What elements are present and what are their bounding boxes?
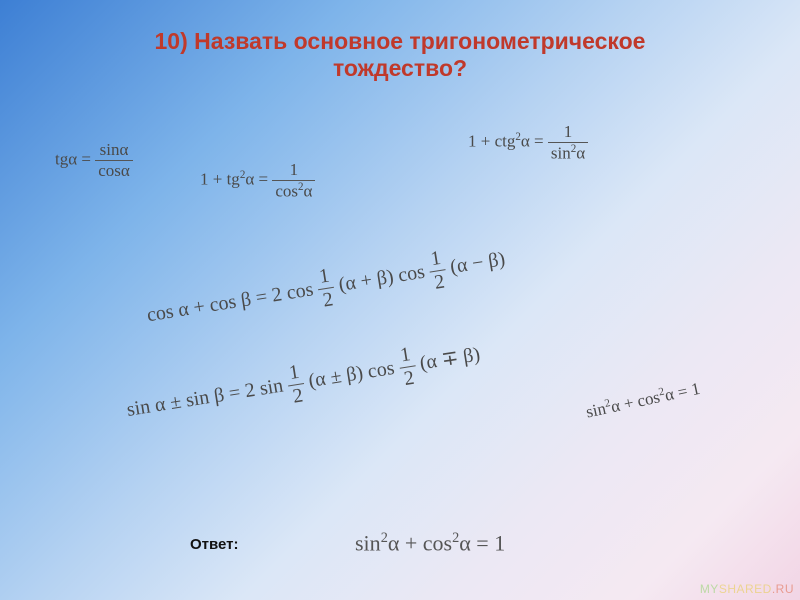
f4-h2n: 1 [426, 246, 446, 272]
f5-h2d: 2 [399, 366, 418, 391]
answer-formula: sin2α + cos2α = 1 [355, 530, 505, 556]
title-line2: тождество? [0, 55, 800, 82]
formula-csc-identity: 1 + ctg2α = 1 sin2α [468, 122, 588, 164]
f1-lhs: tgα = [55, 149, 91, 168]
f4-half2: 1 2 [426, 246, 449, 295]
f5-text: sin α ± sin β = 2 sin [125, 374, 284, 420]
f1-num: sinα [95, 140, 133, 161]
f4-h2d: 2 [430, 270, 449, 295]
f4-text: cos α + cos β = 2 cos [145, 278, 315, 326]
f5-arg2: (α ∓ β) [418, 343, 481, 374]
f4-h1n: 1 [315, 264, 335, 290]
f5-h1n: 1 [284, 360, 304, 386]
slide-title: 10) Назвать основное тригонометрическое … [0, 28, 800, 82]
f4-half1: 1 2 [315, 264, 338, 313]
f3-den: sin2α [548, 143, 588, 164]
f5-h1d: 2 [288, 384, 307, 409]
f4-arg2: (α − β) [449, 248, 507, 278]
f3-mid: α = [521, 132, 548, 151]
f3-lhs: 1 + ctg [468, 132, 515, 151]
wm-g: MY [700, 582, 719, 596]
f2-lhs: 1 + tg [200, 170, 240, 189]
f3-fraction: 1 sin2α [548, 122, 588, 164]
f5-half1: 1 2 [284, 360, 307, 409]
f4-arg1: (α + β) cos [337, 261, 426, 296]
f2-num: 1 [272, 160, 315, 181]
title-line1: 10) Назвать основное тригонометрическое [0, 28, 800, 55]
formula-sin-sum: sin α ± sin β = 2 sin 1 2 (α ± β) cos 1 … [124, 332, 484, 434]
wm-r: .RU [772, 582, 794, 596]
f4-h1d: 2 [318, 288, 337, 313]
wm-y: SHARED [719, 582, 772, 596]
f1-fraction: sinα cosα [95, 140, 133, 181]
f1-den: cosα [95, 161, 133, 181]
f2-fraction: 1 cos2α [272, 160, 315, 202]
formula-sec-identity: 1 + tg2α = 1 cos2α [200, 160, 315, 202]
f5-arg1: (α ± β) cos [307, 357, 396, 392]
f2-den: cos2α [272, 181, 315, 202]
formula-cos-sum: cos α + cos β = 2 cos 1 2 (α + β) cos 1 … [144, 237, 509, 340]
f3-num: 1 [548, 122, 588, 143]
f5-half2: 1 2 [396, 343, 419, 392]
formula-pythagorean-small: sin2α + cos2α = 1 [584, 378, 702, 422]
f5-h2n: 1 [396, 343, 416, 369]
answer-label: Ответ: [190, 536, 239, 553]
f2-mid: α = [245, 170, 272, 189]
watermark: MYSHARED.RU [700, 582, 794, 596]
formula-tan-definition: tgα = sinα cosα [55, 140, 133, 181]
